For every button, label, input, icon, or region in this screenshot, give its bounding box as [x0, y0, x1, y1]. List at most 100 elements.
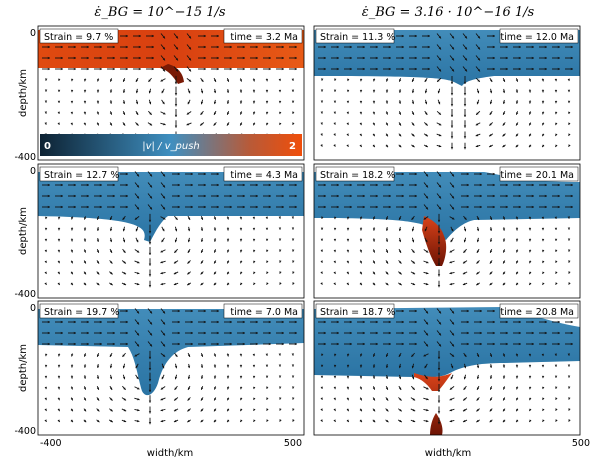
- velocity-arrow-head: [570, 342, 573, 346]
- velocity-arrow-head: [516, 250, 519, 253]
- velocity-arrow-head: [372, 376, 376, 379]
- colorbar-max-label: 2: [289, 141, 296, 152]
- velocity-arrow-head: [320, 249, 323, 252]
- velocity-arrow-head: [451, 354, 455, 357]
- velocity-arrow-head: [239, 216, 242, 220]
- panel-3-2: Strain = 18.7 % time = 20.8 Ma: [313, 300, 581, 436]
- velocity-arrow-head: [544, 45, 547, 49]
- velocity-arrow-head: [320, 227, 324, 230]
- velocity-arrow-head: [372, 90, 376, 93]
- velocity-arrow-head: [216, 172, 219, 176]
- velocity-arrow-head: [541, 353, 544, 357]
- velocity-arrow-head: [463, 239, 467, 243]
- velocity-arrow-head: [557, 56, 560, 60]
- velocity-arrow-head: [346, 133, 349, 136]
- velocity-arrow-head: [268, 56, 271, 60]
- velocity-arrow-head: [162, 112, 166, 115]
- velocity-arrow-head: [226, 376, 230, 379]
- velocity-arrow-head: [555, 397, 558, 400]
- velocity-arrow-head: [213, 101, 217, 105]
- velocity-arrow-head: [515, 133, 519, 137]
- velocity-arrow-head: [362, 205, 365, 209]
- velocity-arrow-head: [173, 409, 177, 412]
- velocity-arrow-head: [333, 282, 336, 285]
- velocity-arrow-head: [476, 365, 480, 369]
- velocity-arrow-head: [529, 282, 532, 286]
- velocity-arrow-head: [83, 408, 87, 412]
- velocity-arrow-head: [568, 249, 571, 252]
- velocity-arrow-head: [398, 90, 402, 93]
- velocity-arrow-head: [226, 217, 230, 220]
- velocity-arrow-head: [502, 144, 505, 148]
- velocity-arrow-head: [240, 271, 243, 275]
- panel-1-2: Strain = 11.3 % time = 12.0 Ma: [313, 25, 581, 161]
- velocity-arrow-head: [149, 333, 152, 336]
- velocity-arrow-head: [411, 239, 415, 243]
- velocity-arrow-head: [187, 354, 191, 357]
- velocity-arrow-head: [570, 67, 573, 71]
- velocity-arrow-head: [359, 250, 362, 253]
- velocity-arrow-head: [240, 386, 243, 390]
- velocity-arrow-head: [86, 45, 89, 49]
- velocity-arrow-head: [229, 342, 232, 346]
- velocity-arrow-head: [346, 228, 350, 231]
- velocity-arrow-head: [99, 56, 102, 60]
- velocity-arrow-head: [45, 353, 48, 357]
- velocity-arrow-head: [213, 365, 217, 368]
- velocity-arrow-head: [476, 250, 480, 253]
- velocity-arrow-head: [437, 219, 441, 223]
- velocity-arrow-head: [492, 205, 495, 209]
- velocity-arrow-head: [505, 331, 508, 335]
- velocity-arrow-head: [47, 56, 50, 60]
- velocity-arrow-head: [160, 250, 164, 253]
- velocity-arrow-head: [162, 47, 165, 50]
- xtick-left-col1: -400: [40, 438, 62, 449]
- velocity-arrow-head: [401, 320, 404, 324]
- velocity-arrow-head: [123, 419, 127, 423]
- velocity-arrow-head: [110, 282, 113, 286]
- velocity-arrow-head: [188, 58, 191, 61]
- velocity-arrow-head: [385, 228, 389, 231]
- velocity-arrow-head: [476, 282, 479, 286]
- velocity-arrow-head: [555, 386, 558, 389]
- velocity-arrow-head: [385, 282, 389, 286]
- velocity-arrow-head: [148, 252, 152, 256]
- velocity-arrow-head: [45, 216, 48, 220]
- velocity-arrow-head: [160, 282, 163, 286]
- velocity-arrow-head: [567, 238, 571, 241]
- velocity-arrow-head: [463, 250, 466, 253]
- velocity-arrow-head: [542, 122, 545, 126]
- velocity-arrow-head: [398, 101, 402, 104]
- velocity-arrow-head: [492, 45, 495, 49]
- velocity-arrow-head: [73, 183, 76, 187]
- velocity-arrow-head: [177, 183, 180, 187]
- velocity-arrow-head: [451, 196, 454, 199]
- velocity-arrow-head: [57, 100, 61, 103]
- velocity-arrow-head: [424, 365, 427, 369]
- velocity-arrow-head: [190, 342, 193, 346]
- velocity-arrow-head: [148, 400, 152, 403]
- velocity-arrow-head: [203, 183, 206, 187]
- velocity-arrow-head: [411, 112, 415, 115]
- velocity-arrow-head: [346, 282, 349, 286]
- velocity-arrow-head: [555, 144, 558, 147]
- velocity-arrow-head: [554, 364, 558, 367]
- velocity-arrow-head: [515, 144, 519, 148]
- velocity-arrow-head: [531, 45, 534, 49]
- velocity-arrow-head: [386, 419, 389, 423]
- velocity-arrow-head: [136, 376, 139, 380]
- velocity-arrow-head: [464, 354, 467, 357]
- velocity-arrow-head: [291, 364, 295, 367]
- velocity-arrow-head: [73, 331, 76, 335]
- velocity-arrow-head: [450, 81, 454, 85]
- velocity-arrow-head: [268, 67, 271, 71]
- velocity-arrow-head: [278, 353, 281, 356]
- velocity-arrow-head: [279, 282, 282, 285]
- velocity-arrow-head: [333, 397, 336, 401]
- velocity-arrow-head: [161, 376, 164, 380]
- panel-3-1: Strain = 19.7 % time = 7.0 Ma: [37, 300, 305, 436]
- velocity-arrow-head: [466, 183, 469, 187]
- velocity-arrow-head: [83, 419, 87, 423]
- velocity-arrow-head: [162, 174, 165, 177]
- velocity-arrow-head: [515, 112, 519, 115]
